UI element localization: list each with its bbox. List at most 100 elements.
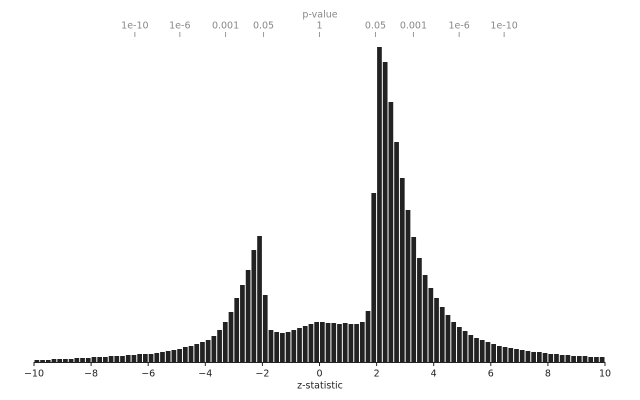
bar <box>377 47 382 362</box>
bar <box>268 330 274 362</box>
x-tick-label: −6 <box>141 369 155 380</box>
bar <box>462 331 468 362</box>
bar <box>245 270 251 362</box>
top-axis: p-value 1e-10 1e-6 0.001 0.05 1 0.05 0.001 1e-6… <box>121 10 518 37</box>
bar <box>165 351 171 362</box>
bar <box>125 355 131 362</box>
top-tick-label: 1 <box>316 21 322 32</box>
bar <box>228 312 234 362</box>
bar <box>434 298 439 362</box>
bar <box>382 62 388 362</box>
bar <box>411 237 417 362</box>
bar <box>85 358 91 362</box>
x-tick-label: 0 <box>316 369 322 380</box>
bar <box>365 311 371 362</box>
bar <box>451 322 457 362</box>
bar <box>291 330 297 362</box>
bar <box>508 348 514 362</box>
bar <box>582 356 588 362</box>
bar <box>80 358 85 362</box>
bar <box>325 323 331 362</box>
bar <box>439 307 445 362</box>
bar <box>240 285 245 362</box>
bar <box>497 346 502 362</box>
bar <box>571 356 576 362</box>
bar <box>536 352 542 362</box>
bar <box>194 344 200 362</box>
bar <box>205 340 211 362</box>
bar <box>428 288 434 362</box>
bar <box>525 351 531 362</box>
x-tick-label: 10 <box>599 369 611 380</box>
bar <box>137 354 142 362</box>
bar <box>399 178 405 362</box>
top-tick-label: 1e-10 <box>121 21 148 32</box>
x-tick-label: −2 <box>255 369 269 380</box>
bar <box>422 275 428 362</box>
x-tick-label: 8 <box>545 369 551 380</box>
bar <box>262 295 268 362</box>
bar <box>171 350 177 362</box>
bar <box>45 360 51 362</box>
bar <box>131 355 137 362</box>
bar <box>74 358 80 362</box>
bar <box>354 324 359 362</box>
bar <box>148 354 154 362</box>
bar <box>274 332 280 362</box>
bar <box>457 327 462 362</box>
bar <box>359 322 365 362</box>
top-tick-label: 0.05 <box>365 21 386 32</box>
bar <box>519 350 525 362</box>
bar <box>394 142 399 362</box>
bar <box>474 338 479 362</box>
bar <box>34 360 40 362</box>
x-axis-title: z-statistic <box>297 381 343 392</box>
bar <box>114 356 120 362</box>
bar <box>485 342 491 362</box>
x-tick-label: −10 <box>24 369 44 380</box>
bar <box>57 359 63 362</box>
bar <box>314 322 319 362</box>
bar <box>91 357 97 362</box>
bar <box>514 349 519 362</box>
bar <box>468 335 474 362</box>
bar <box>348 324 354 362</box>
top-axis-title: p-value <box>302 10 337 21</box>
bar <box>331 323 337 362</box>
x-tick-label: 4 <box>431 369 437 380</box>
bar <box>594 357 599 362</box>
top-tick-label: 0.001 <box>400 21 427 32</box>
bar <box>222 322 228 362</box>
bar <box>251 250 257 362</box>
bar <box>63 359 68 362</box>
x-tick-label: −8 <box>84 369 98 380</box>
bar <box>559 355 565 362</box>
bar <box>337 324 342 362</box>
bar <box>542 353 548 362</box>
bar <box>142 354 148 362</box>
top-tick-label: 1e-10 <box>490 21 517 32</box>
bar <box>177 349 182 362</box>
bar <box>280 333 285 362</box>
bar <box>554 354 559 362</box>
bar <box>342 323 348 362</box>
bar <box>97 357 103 362</box>
bar <box>445 315 451 362</box>
bar <box>182 347 188 362</box>
top-tick-label: 0.001 <box>212 21 239 32</box>
bar <box>320 322 325 362</box>
bar <box>588 357 594 362</box>
bar <box>388 102 394 362</box>
bar <box>217 330 222 362</box>
bar <box>302 326 308 362</box>
bar <box>502 347 508 362</box>
bar <box>120 356 125 362</box>
bar <box>405 210 411 362</box>
bar <box>417 258 422 362</box>
bar <box>371 193 377 362</box>
bar <box>257 236 262 362</box>
bar <box>548 354 554 362</box>
bar <box>285 332 291 362</box>
x-tick-label: 6 <box>488 369 494 380</box>
